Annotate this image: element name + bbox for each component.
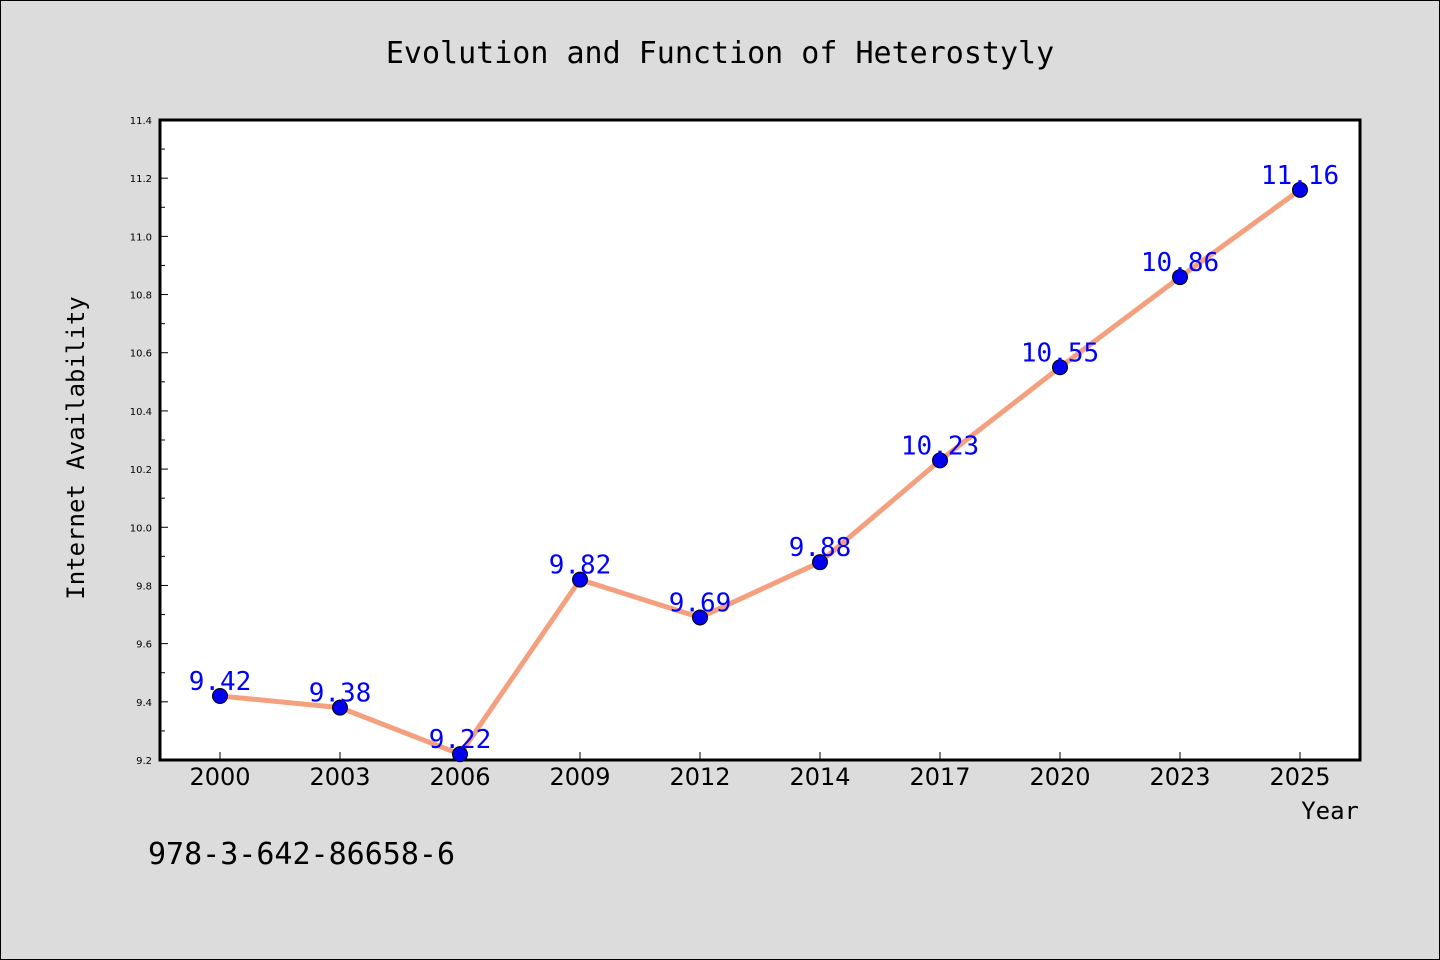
data-label: 9.69 <box>669 588 732 618</box>
y-tick-label: 9.8 <box>136 581 152 592</box>
data-label: 9.82 <box>549 551 612 581</box>
series-layer: 9.42 9.38 9.22 9.82 9.69 9.88 10.23 10.55 10.86 1… <box>189 161 1339 763</box>
y-tick-label: 10.4 <box>130 407 152 418</box>
data-point <box>692 609 708 626</box>
x-tick-label: 2017 <box>909 763 970 791</box>
x-axis: 2000 2003 2006 2009 2012 2014 2017 2020 2023 2025 <box>189 752 1331 791</box>
data-point <box>812 554 828 571</box>
data-point <box>1292 181 1308 198</box>
y-tick-label: 9.2 <box>136 756 152 767</box>
x-tick-label: 2000 <box>189 763 250 791</box>
y-tick-label: 9.6 <box>136 640 152 651</box>
data-point <box>572 571 588 588</box>
y-tick-label: 10.8 <box>130 291 152 302</box>
y-tick-label: 9.4 <box>136 698 152 709</box>
y-tick-label: 10.6 <box>130 349 152 360</box>
y-tick-label: 11.4 <box>130 116 152 127</box>
data-point <box>332 699 348 716</box>
x-tick-label: 2006 <box>429 763 490 791</box>
series-line <box>217 187 1303 757</box>
x-tick-label: 2014 <box>789 763 850 791</box>
y-tick-label: 11.2 <box>130 174 152 185</box>
x-tick-label: 2009 <box>549 763 610 791</box>
y-tick-label: 11.0 <box>130 232 152 243</box>
data-label: 9.22 <box>429 725 492 755</box>
x-tick-label: 2012 <box>669 763 730 791</box>
y-axis-title: Internet Availability <box>62 296 90 599</box>
y-axis: 9.2 9.4 9.6 9.8 10.0 10.2 10.4 10.6 10.8 11.0 11.2… <box>130 116 168 767</box>
plot-area <box>158 118 1362 762</box>
data-label: 10.23 <box>901 431 979 461</box>
data-point <box>932 452 948 469</box>
data-label: 10.86 <box>1141 248 1219 278</box>
x-axis-title: Year <box>1301 797 1359 825</box>
y-tick-label: 10.0 <box>130 523 152 534</box>
isbn-annotation: 978-3-642-86658-6 <box>148 837 455 872</box>
data-label: 9.38 <box>309 679 372 709</box>
data-point <box>212 688 228 704</box>
chart-title: Evolution and Function of Heterostyly <box>386 36 1054 71</box>
data-point <box>1172 269 1188 286</box>
x-tick-label: 2020 <box>1029 763 1090 791</box>
data-label: 10.55 <box>1021 338 1099 368</box>
data-point <box>452 746 468 763</box>
x-tick-label: 2025 <box>1269 763 1330 791</box>
data-label: 11.16 <box>1261 161 1339 191</box>
data-label: 9.88 <box>789 533 852 563</box>
x-tick-label: 2003 <box>309 763 370 791</box>
data-label: 9.42 <box>189 667 252 697</box>
y-tick-label: 10.2 <box>130 465 152 476</box>
x-tick-label: 2023 <box>1149 763 1210 791</box>
data-point <box>1052 359 1068 376</box>
